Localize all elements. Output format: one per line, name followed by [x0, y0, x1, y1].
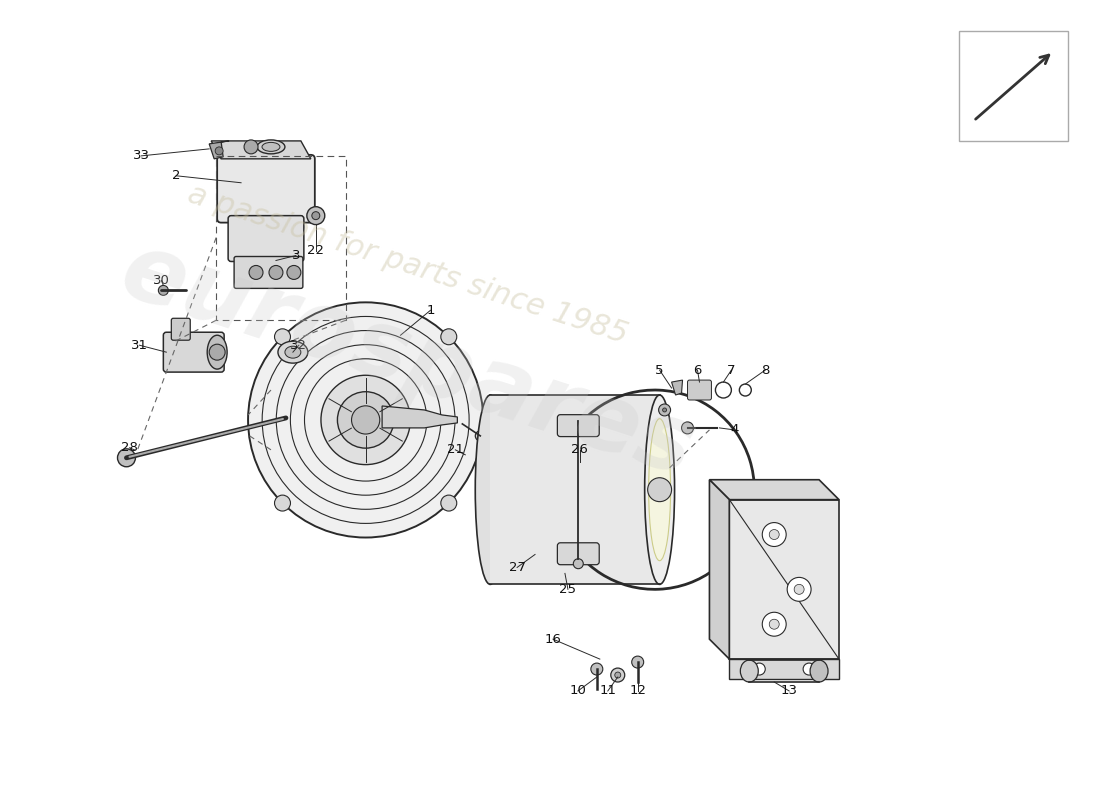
Circle shape	[311, 212, 320, 220]
Polygon shape	[672, 380, 682, 395]
Circle shape	[762, 522, 786, 546]
Ellipse shape	[285, 346, 301, 358]
Text: 22: 22	[307, 244, 324, 257]
Circle shape	[307, 206, 324, 225]
Text: 13: 13	[781, 685, 798, 698]
Text: 1: 1	[426, 304, 434, 317]
Text: 21: 21	[447, 443, 464, 456]
Circle shape	[118, 449, 135, 466]
Text: 5: 5	[656, 364, 664, 377]
FancyBboxPatch shape	[228, 216, 304, 262]
Ellipse shape	[262, 142, 279, 151]
Text: 7: 7	[727, 364, 736, 377]
Text: 25: 25	[560, 583, 576, 596]
Ellipse shape	[649, 418, 671, 561]
Circle shape	[338, 392, 394, 448]
Circle shape	[441, 495, 456, 511]
Circle shape	[478, 434, 482, 438]
Text: 3: 3	[292, 249, 300, 262]
Circle shape	[158, 286, 168, 295]
Text: eurospares: eurospares	[109, 224, 706, 496]
Circle shape	[615, 672, 620, 678]
Ellipse shape	[810, 660, 828, 682]
Circle shape	[662, 408, 667, 412]
Polygon shape	[211, 141, 311, 159]
Circle shape	[631, 656, 644, 668]
Text: 12: 12	[629, 685, 646, 698]
Circle shape	[209, 344, 226, 360]
Text: 28: 28	[121, 442, 138, 454]
Circle shape	[216, 147, 223, 155]
Circle shape	[321, 375, 410, 465]
Circle shape	[659, 404, 671, 416]
FancyBboxPatch shape	[688, 380, 712, 400]
Circle shape	[648, 478, 672, 502]
Text: 11: 11	[600, 685, 616, 698]
Circle shape	[788, 578, 811, 602]
Text: 4: 4	[730, 423, 738, 436]
Polygon shape	[710, 480, 839, 500]
Text: 33: 33	[133, 150, 150, 162]
Circle shape	[682, 422, 693, 434]
Circle shape	[287, 266, 301, 279]
Circle shape	[610, 668, 625, 682]
Circle shape	[249, 266, 263, 279]
Polygon shape	[729, 659, 839, 679]
Circle shape	[244, 140, 258, 154]
Circle shape	[591, 663, 603, 675]
Ellipse shape	[645, 395, 674, 584]
Polygon shape	[729, 500, 839, 659]
Circle shape	[794, 584, 804, 594]
Text: 16: 16	[544, 633, 561, 646]
FancyBboxPatch shape	[558, 542, 600, 565]
FancyBboxPatch shape	[491, 395, 660, 584]
Circle shape	[275, 329, 290, 345]
Circle shape	[270, 266, 283, 279]
Text: 2: 2	[172, 170, 180, 182]
Circle shape	[573, 558, 583, 569]
Circle shape	[769, 530, 779, 539]
Text: 30: 30	[153, 274, 169, 287]
Circle shape	[352, 406, 379, 434]
Circle shape	[762, 612, 786, 636]
Circle shape	[441, 329, 456, 345]
Polygon shape	[710, 480, 729, 659]
Ellipse shape	[257, 140, 285, 154]
Text: 8: 8	[761, 364, 769, 377]
Circle shape	[249, 302, 483, 538]
Text: 10: 10	[570, 685, 586, 698]
FancyBboxPatch shape	[558, 414, 600, 437]
Ellipse shape	[278, 342, 308, 363]
Circle shape	[754, 663, 766, 675]
Circle shape	[769, 619, 779, 630]
Polygon shape	[382, 406, 458, 428]
FancyBboxPatch shape	[163, 332, 224, 372]
Circle shape	[475, 431, 485, 441]
Circle shape	[275, 495, 290, 511]
Circle shape	[803, 663, 815, 675]
FancyBboxPatch shape	[234, 257, 302, 288]
Polygon shape	[209, 141, 229, 159]
Text: 27: 27	[508, 561, 526, 574]
Text: a passion for parts since 1985: a passion for parts since 1985	[184, 179, 631, 350]
Text: 6: 6	[693, 364, 702, 377]
Ellipse shape	[475, 395, 505, 584]
Ellipse shape	[207, 335, 227, 369]
FancyBboxPatch shape	[217, 155, 315, 222]
Ellipse shape	[740, 660, 758, 682]
Text: 31: 31	[131, 338, 147, 352]
FancyBboxPatch shape	[172, 318, 190, 340]
Text: 32: 32	[290, 338, 307, 352]
Text: 26: 26	[572, 443, 588, 456]
